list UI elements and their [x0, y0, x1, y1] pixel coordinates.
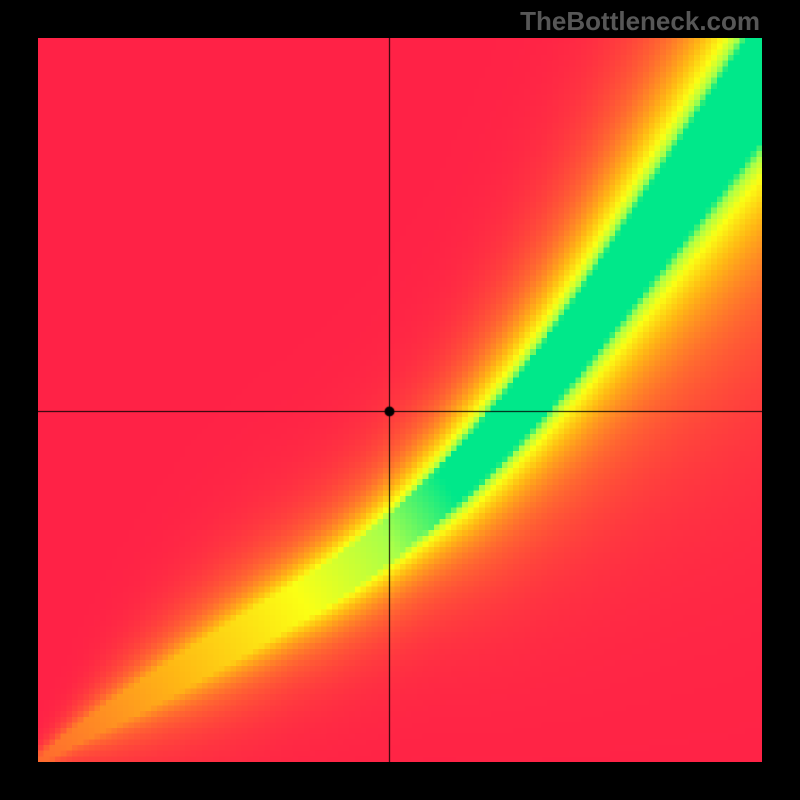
chart-container: TheBottleneck.com [0, 0, 800, 800]
crosshair-overlay [38, 38, 762, 762]
watermark-text: TheBottleneck.com [520, 6, 760, 37]
